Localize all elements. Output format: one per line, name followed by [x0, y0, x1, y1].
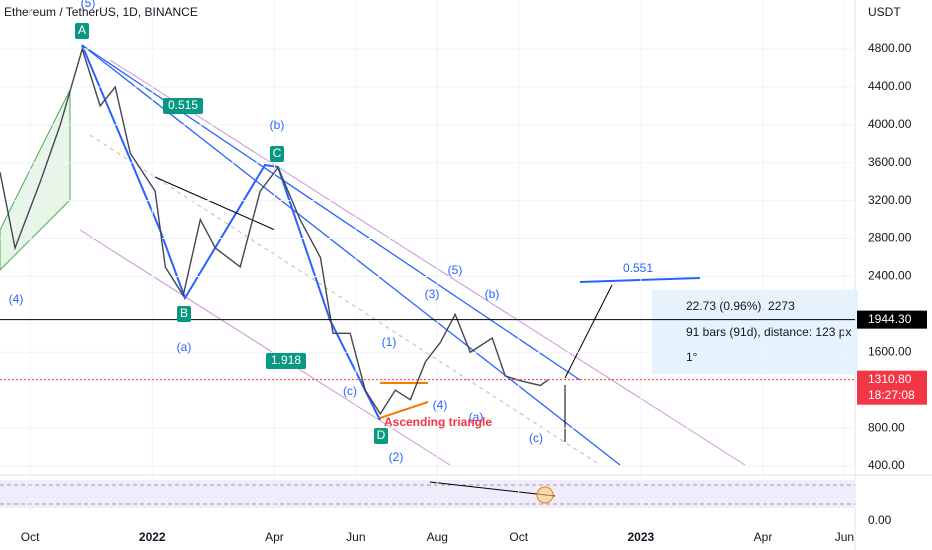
x-tick-label: 2023: [627, 530, 654, 544]
trend-line: [154, 176, 276, 231]
y-tick-label: 3200.00: [868, 193, 912, 207]
measure-text: 22.73 (0.96%), 2273: [686, 299, 795, 313]
y-axis-label: USDT: [868, 5, 901, 19]
measure-text: 1°: [686, 350, 698, 364]
y-tick-label: 1600.00: [868, 344, 912, 358]
price-line: [0, 46, 549, 416]
level-tag: [857, 370, 927, 405]
annotation: (5): [81, 0, 96, 10]
rsi-tick-label: 0.00: [868, 513, 892, 527]
x-tick-label: 2022: [139, 530, 166, 544]
y-tick-label: 4000.00: [868, 117, 912, 131]
annotation: (b): [270, 118, 285, 132]
x-tick-label: Apr: [265, 530, 284, 544]
triangle-line: [379, 401, 429, 419]
level-label: 1310.80: [868, 372, 912, 386]
mid-line: [89, 134, 601, 466]
annotation: A: [78, 23, 86, 37]
x-tick-label: Apr: [754, 530, 773, 544]
annotation: (c): [343, 384, 357, 398]
y-tick-label: 3600.00: [868, 155, 912, 169]
annotation: (2): [389, 450, 404, 464]
trend-line: [81, 44, 621, 466]
annotation: 1.918: [271, 353, 301, 367]
annotation-box: [177, 306, 191, 322]
x-tick-label: Jun: [346, 530, 365, 544]
annotation-box: [75, 23, 89, 39]
annotation: (c): [529, 431, 543, 445]
annotation: (4): [9, 292, 24, 306]
y-tick-label: 2400.00: [868, 269, 912, 283]
measure-text: 91 bars (91d), distance: 123 px: [686, 325, 851, 339]
annotation-box: [270, 146, 284, 162]
annotation: C: [273, 146, 282, 160]
chart-title: Ethereum / TetherUS, 1D, BINANCE: [4, 5, 198, 19]
level-tag: [857, 310, 927, 329]
target-line: [579, 277, 701, 283]
wedge: [0, 89, 71, 271]
annotation: (3): [425, 287, 440, 301]
annotation: (5): [448, 263, 463, 277]
y-tick-label: 400.00: [868, 458, 905, 472]
annotation: (a): [177, 340, 192, 354]
x-tick-label: Aug: [427, 530, 448, 544]
annotation: D: [377, 428, 386, 442]
annotation-box: [374, 428, 388, 444]
channel-line: [109, 59, 746, 466]
annotation: 0.551: [623, 261, 653, 275]
y-tick-label: 2800.00: [868, 231, 912, 245]
y-tick-label: 4800.00: [868, 41, 912, 55]
annotation: (a): [469, 410, 484, 424]
annotation: (b): [485, 287, 500, 301]
arrow: [564, 284, 613, 379]
annotation: B: [180, 306, 188, 320]
rsi-trend: [429, 481, 556, 497]
x-tick-label: Oct: [509, 530, 528, 544]
annotation: (1): [382, 335, 397, 349]
x-tick-label: Jun: [835, 530, 854, 544]
y-tick-label: 4400.00: [868, 79, 912, 93]
annotation: 0.515: [168, 98, 198, 112]
countdown: 18:27:08: [868, 388, 915, 402]
rsi-mark: [536, 486, 554, 504]
y-tick-label: 800.00: [868, 420, 905, 434]
x-tick-label: Oct: [21, 530, 40, 544]
channel-line: [79, 229, 451, 466]
annotation-box: [163, 98, 203, 114]
annotation-box: [266, 353, 306, 369]
level-label: 1944.30: [868, 312, 912, 326]
annotation: (4): [433, 398, 448, 412]
measure-box: [652, 290, 858, 374]
annotation: Ascending triangle: [384, 415, 492, 429]
